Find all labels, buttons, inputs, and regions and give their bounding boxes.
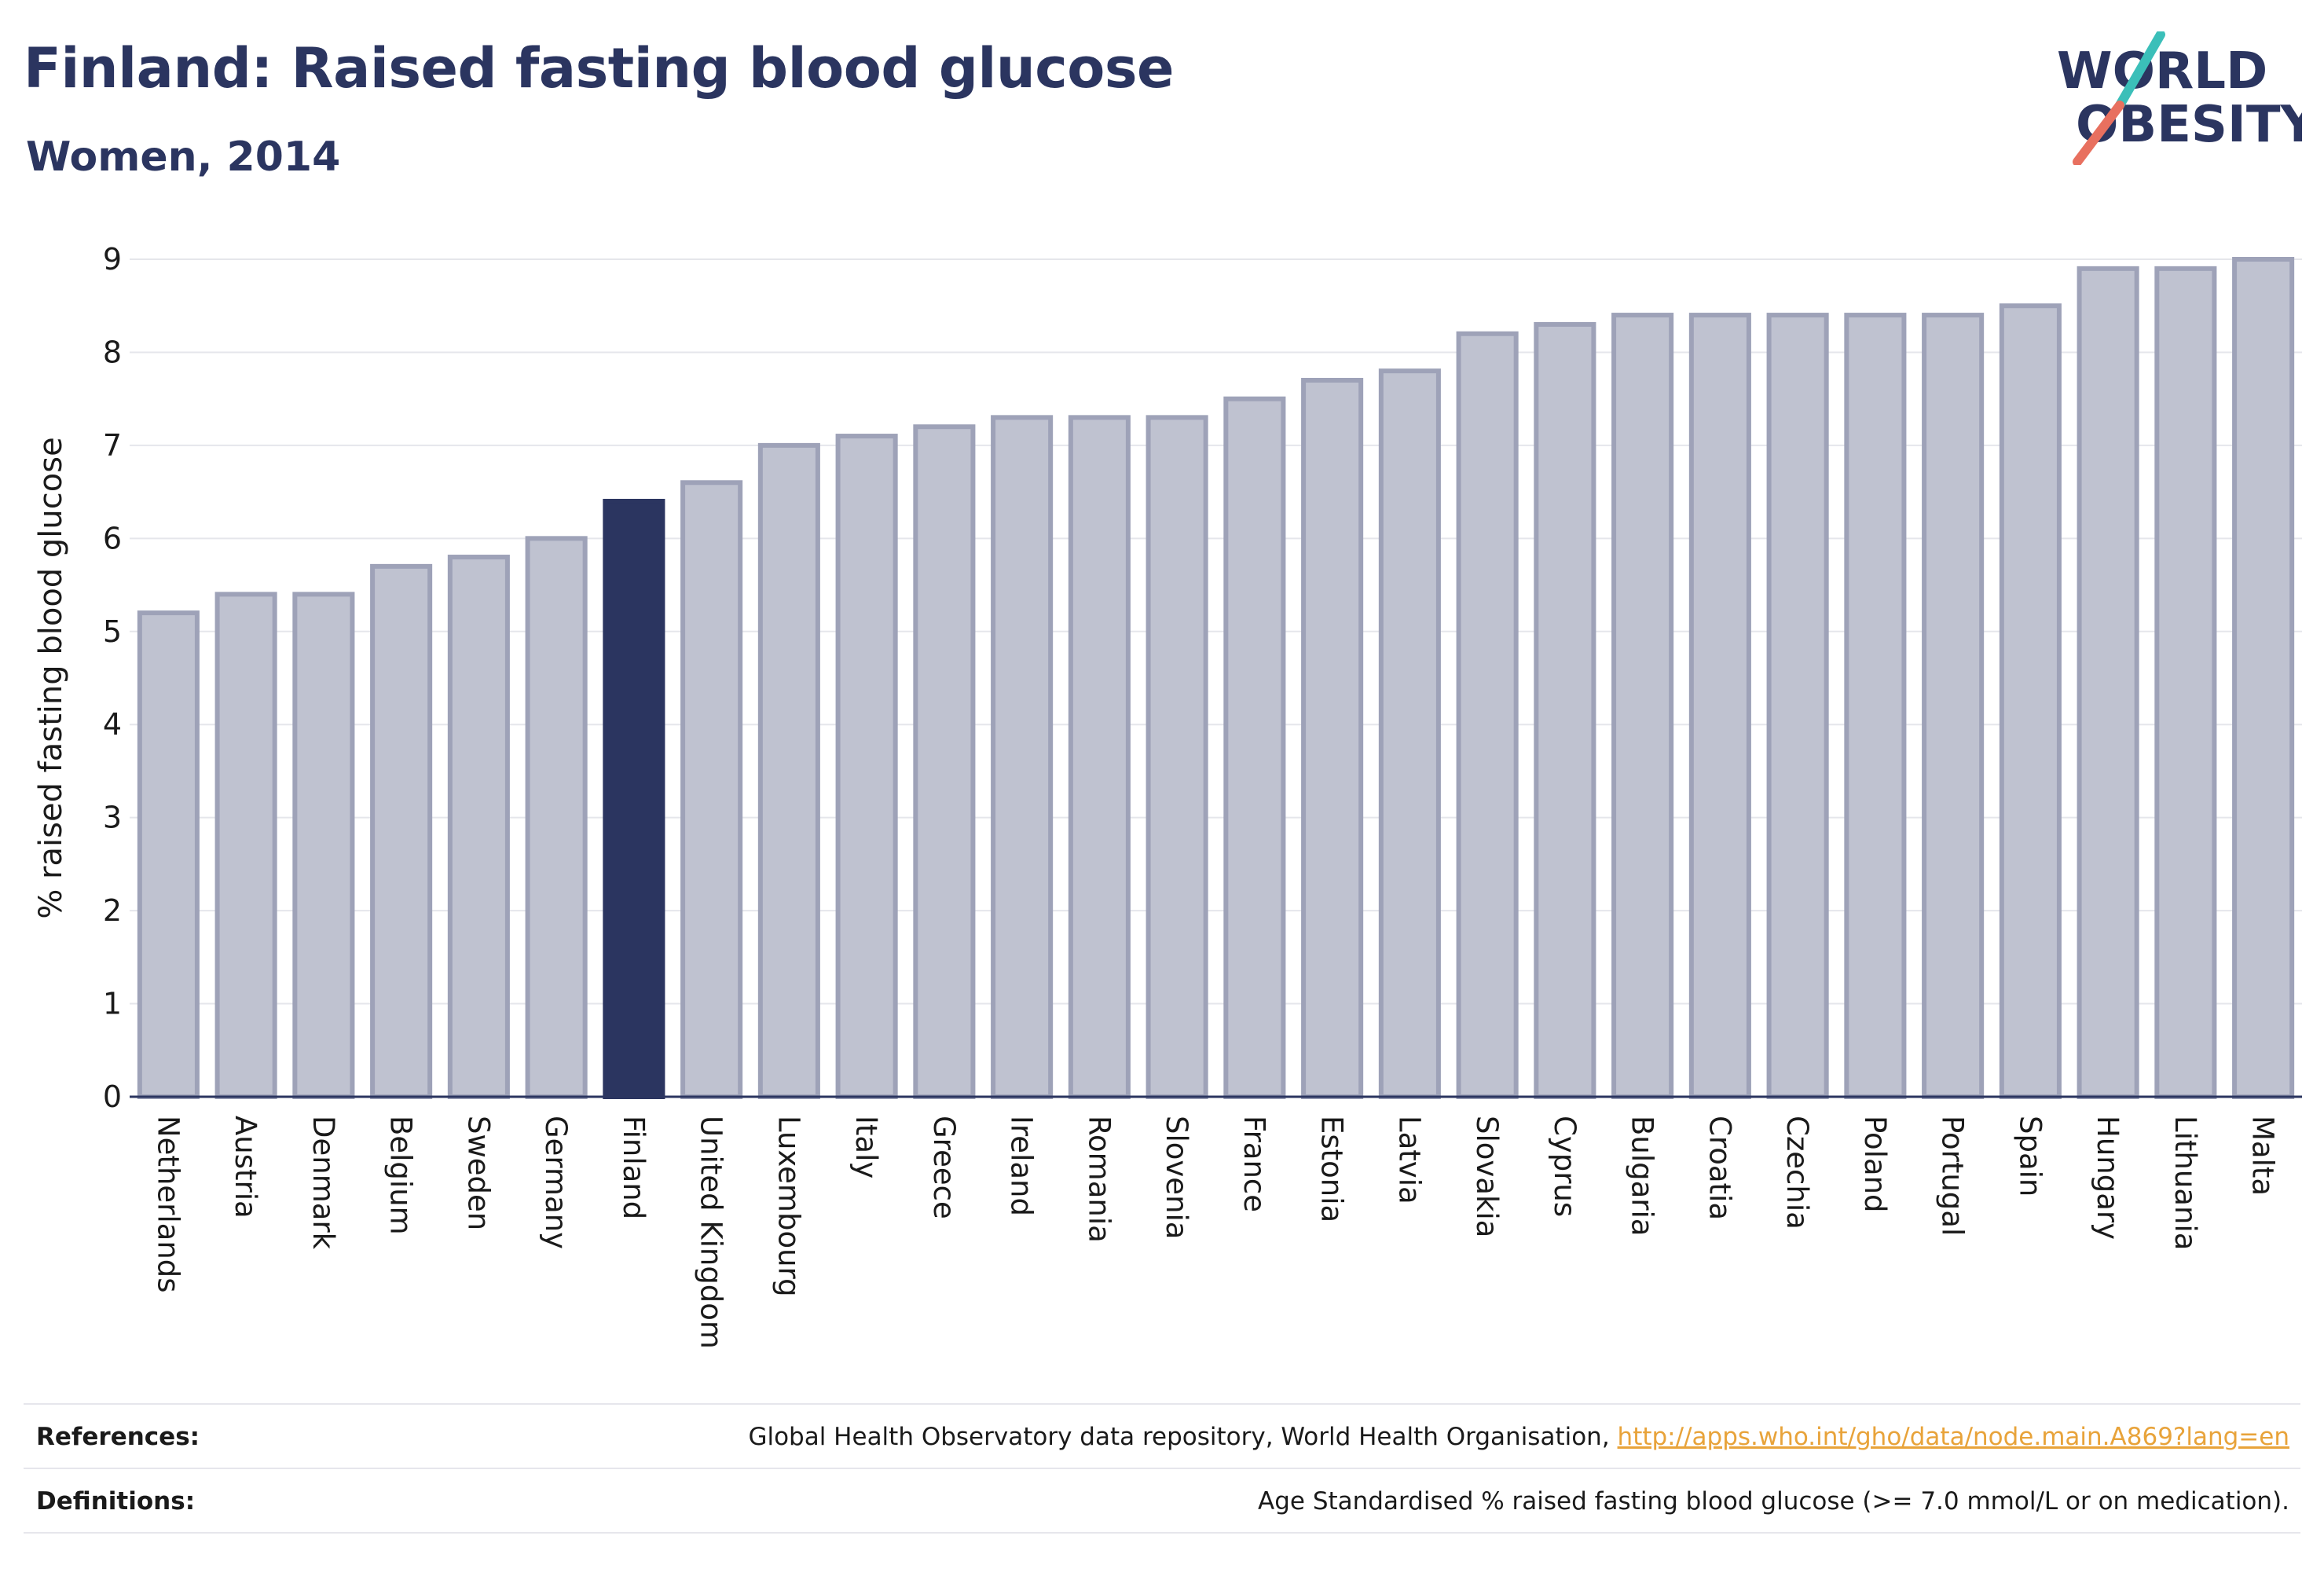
bar-belgium: [370, 563, 433, 1099]
x-tick-label: France: [1237, 1116, 1271, 1212]
world-obesity-logo: WORLD OBESITY: [2057, 31, 2302, 165]
y-tick-label: 8: [103, 335, 122, 369]
x-tick-label: Slovakia: [1470, 1116, 1504, 1237]
bar-slovenia: [1146, 415, 1208, 1099]
bar-austria: [214, 592, 277, 1099]
x-tick-label: Romania: [1082, 1116, 1116, 1243]
bar-bulgaria: [1611, 313, 1674, 1100]
logo-text-line1: WORLD: [2057, 42, 2267, 101]
x-tick-label: Czechia: [1780, 1116, 1814, 1230]
x-tick-label: Finland: [617, 1116, 651, 1219]
bar-denmark: [292, 592, 355, 1099]
x-tick-label: Hungary: [2091, 1116, 2124, 1240]
bar-italy: [835, 434, 898, 1099]
chart-title: Finland: Raised fasting blood glucose: [24, 36, 1174, 101]
bar-finland: [603, 498, 665, 1099]
bar-netherlands: [137, 610, 200, 1099]
bar-sweden: [447, 555, 510, 1099]
references-link[interactable]: http://apps.who.int/gho/data/node.main.A…: [1617, 1423, 2289, 1451]
definitions-row: Definitions: Age Standardised % raised f…: [24, 1468, 2300, 1534]
x-tick-label: Germany: [539, 1116, 573, 1249]
bar-chart: 0 1 2 3 4 5 6 7 8 9 Netherlands Austria Denmark Belg…: [33, 242, 2302, 1349]
x-tick-label: Lithuania: [2168, 1116, 2202, 1250]
definitions-value: Age Standardised % raised fasting blood …: [1258, 1487, 2289, 1516]
y-axis-title: % raised fasting blood glucose: [33, 437, 69, 918]
bar-france: [1223, 396, 1286, 1099]
y-tick-label: 0: [103, 1079, 122, 1114]
bar-croatia: [1688, 313, 1751, 1100]
bar-estonia: [1301, 377, 1364, 1099]
bar-greece: [913, 424, 976, 1099]
logo-slash-top: [2115, 31, 2165, 110]
y-tick-label: 6: [103, 521, 122, 555]
y-tick-label: 7: [103, 428, 122, 463]
x-tick-label: Italy: [849, 1116, 883, 1178]
x-tick-label: United Kingdom: [695, 1116, 728, 1349]
x-tick-label: Austria: [229, 1116, 262, 1219]
bar-united-kingdom: [680, 480, 743, 1099]
y-tick-label: 1: [103, 987, 122, 1021]
y-tick-label: 5: [103, 614, 122, 649]
x-tick-label: Croatia: [1703, 1116, 1736, 1220]
x-tick-label: Slovenia: [1160, 1116, 1193, 1239]
bar-portugal: [1922, 313, 1985, 1100]
references-text: Global Health Observatory data repositor…: [748, 1423, 1618, 1451]
references-row: References: Global Health Observatory da…: [24, 1403, 2300, 1469]
logo-text-line2: OBESITY: [2076, 96, 2302, 154]
y-tick-label: 4: [103, 707, 122, 742]
y-axis-ticks: 0 1 2 3 4 5 6 7 8 9: [103, 242, 122, 1114]
bar-malta: [2232, 257, 2295, 1099]
chart-subtitle: Women, 2014: [26, 134, 341, 181]
bar-spain: [1999, 303, 2062, 1099]
definitions-label: Definitions:: [36, 1487, 196, 1516]
y-tick-label: 2: [103, 893, 122, 928]
x-tick-label: Ireland: [1005, 1116, 1039, 1216]
y-tick-label: 3: [103, 801, 122, 835]
bar-poland: [1844, 313, 1907, 1100]
bars: [137, 257, 2295, 1100]
x-tick-label: Denmark: [306, 1116, 340, 1250]
x-tick-label: Spain: [2013, 1116, 2047, 1197]
x-tick-label: Latvia: [1392, 1116, 1426, 1204]
logo-slash-bottom: [2073, 101, 2124, 165]
references-label: References:: [36, 1423, 200, 1451]
bar-cyprus: [1534, 321, 1596, 1099]
bar-latvia: [1378, 368, 1441, 1099]
x-tick-label: Estonia: [1315, 1116, 1349, 1222]
x-tick-label: Malta: [2246, 1116, 2280, 1196]
bar-ireland: [991, 415, 1054, 1099]
x-tick-label: Luxembourg: [772, 1116, 805, 1297]
x-tick-label: Belgium: [384, 1116, 418, 1235]
x-tick-label: Cyprus: [1548, 1116, 1582, 1217]
bar-slovakia: [1456, 331, 1519, 1099]
y-tick-label: 9: [103, 242, 122, 277]
bar-romania: [1068, 415, 1131, 1099]
footer-divider: [24, 1532, 2300, 1534]
references-value: Global Health Observatory data repositor…: [748, 1423, 2300, 1451]
bar-hungary: [2077, 266, 2139, 1099]
x-tick-label: Netherlands: [151, 1116, 185, 1293]
x-tick-label: Poland: [1858, 1116, 1892, 1213]
x-tick-label: Sweden: [461, 1116, 495, 1230]
x-tick-label: Portugal: [1936, 1116, 1970, 1236]
bar-luxembourg: [757, 442, 820, 1099]
x-axis-labels: Netherlands Austria Denmark Belgium Sweden Ge…: [151, 1116, 2279, 1349]
x-tick-label: Greece: [927, 1116, 961, 1219]
bar-lithuania: [2154, 266, 2217, 1099]
bar-czechia: [1766, 313, 1829, 1100]
bar-germany: [525, 536, 588, 1099]
x-tick-label: Bulgaria: [1626, 1116, 1659, 1236]
